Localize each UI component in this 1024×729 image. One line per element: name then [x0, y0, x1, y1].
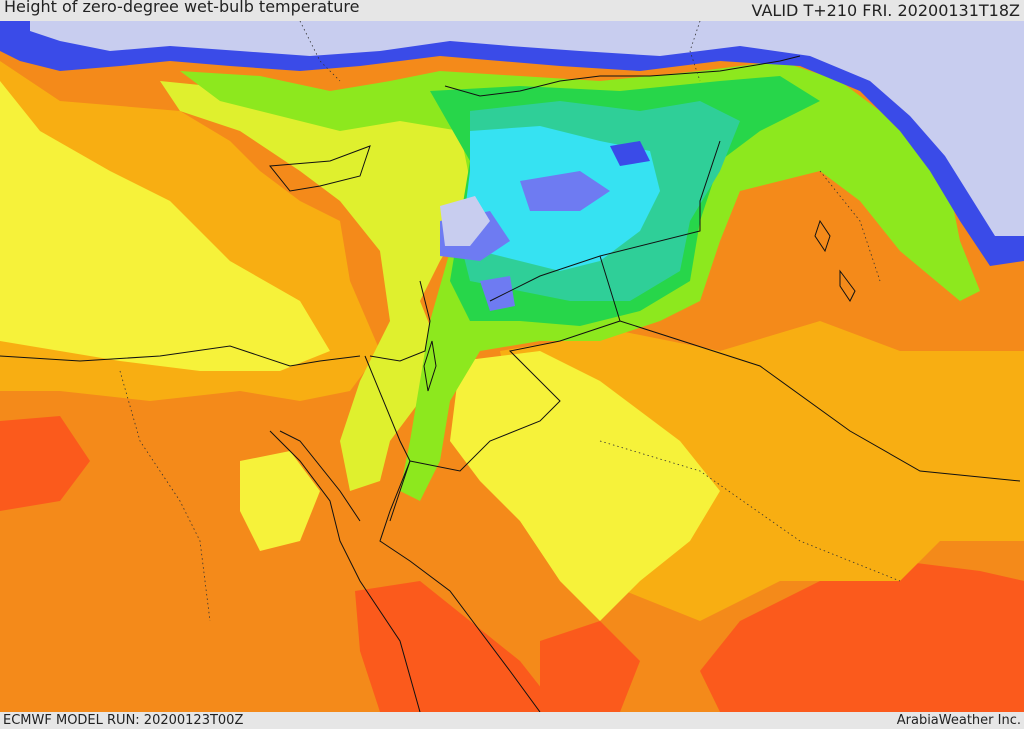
field-blue-pocket-3 — [480, 276, 515, 311]
jordan-saudi-border — [409, 255, 621, 472]
dead-sea — [423, 340, 437, 392]
admin-lines — [119, 21, 901, 622]
field-red-southeast — [700, 561, 1024, 712]
egypt-libya-border — [0, 345, 361, 367]
iraq-saudi-border — [619, 320, 1021, 482]
sinai-border — [364, 355, 411, 462]
field-yellow-arabia — [450, 351, 720, 621]
field-red-south-center — [540, 621, 640, 712]
red-sea-east-coast — [379, 460, 541, 712]
weather-map[interactable] — [0, 21, 1024, 712]
field-blue-pocket-1 — [520, 171, 610, 211]
header-bar: Height of zero-degree wet-bulb temperatu… — [0, 0, 1024, 21]
field-yellow-sinai — [240, 451, 320, 551]
map-canvas — [0, 21, 1024, 712]
cyprus-coast — [269, 145, 371, 192]
borders — [0, 55, 1021, 712]
field-lavender-levant-coast — [440, 196, 490, 246]
red-sea-west-coast — [269, 430, 421, 712]
admin-line-3 — [819, 170, 881, 282]
field-red-southwest — [0, 416, 90, 511]
field-yellow-egypt — [0, 81, 330, 371]
gulf-islands — [814, 219, 856, 302]
field-lavender-north — [30, 21, 1024, 236]
admin-line-5 — [689, 21, 701, 82]
levant-coast — [369, 280, 431, 362]
admin-line-1 — [119, 370, 211, 622]
turkey-syria-border — [444, 55, 801, 97]
field-blue-pocket-4 — [610, 141, 650, 166]
admin-line-4 — [299, 21, 341, 82]
gulf-of-suez — [279, 430, 361, 522]
footer-bar: ECMWF MODEL RUN: 20200123T00Z ArabiaWeat… — [0, 712, 1024, 729]
credit-label: ArabiaWeather Inc. — [896, 713, 1021, 728]
field-yellowgreen-band — [160, 81, 500, 491]
field-red-redsea — [355, 581, 560, 712]
model-run-label: ECMWF MODEL RUN: 20200123T00Z — [3, 713, 244, 728]
valid-time: VALID T+210 FRI. 20200131T18Z — [751, 1, 1020, 20]
gulf-of-aqaba — [389, 460, 411, 522]
syria-iraq-border — [489, 140, 721, 302]
admin-line-2 — [599, 440, 901, 582]
map-title: Height of zero-degree wet-bulb temperatu… — [4, 0, 360, 16]
